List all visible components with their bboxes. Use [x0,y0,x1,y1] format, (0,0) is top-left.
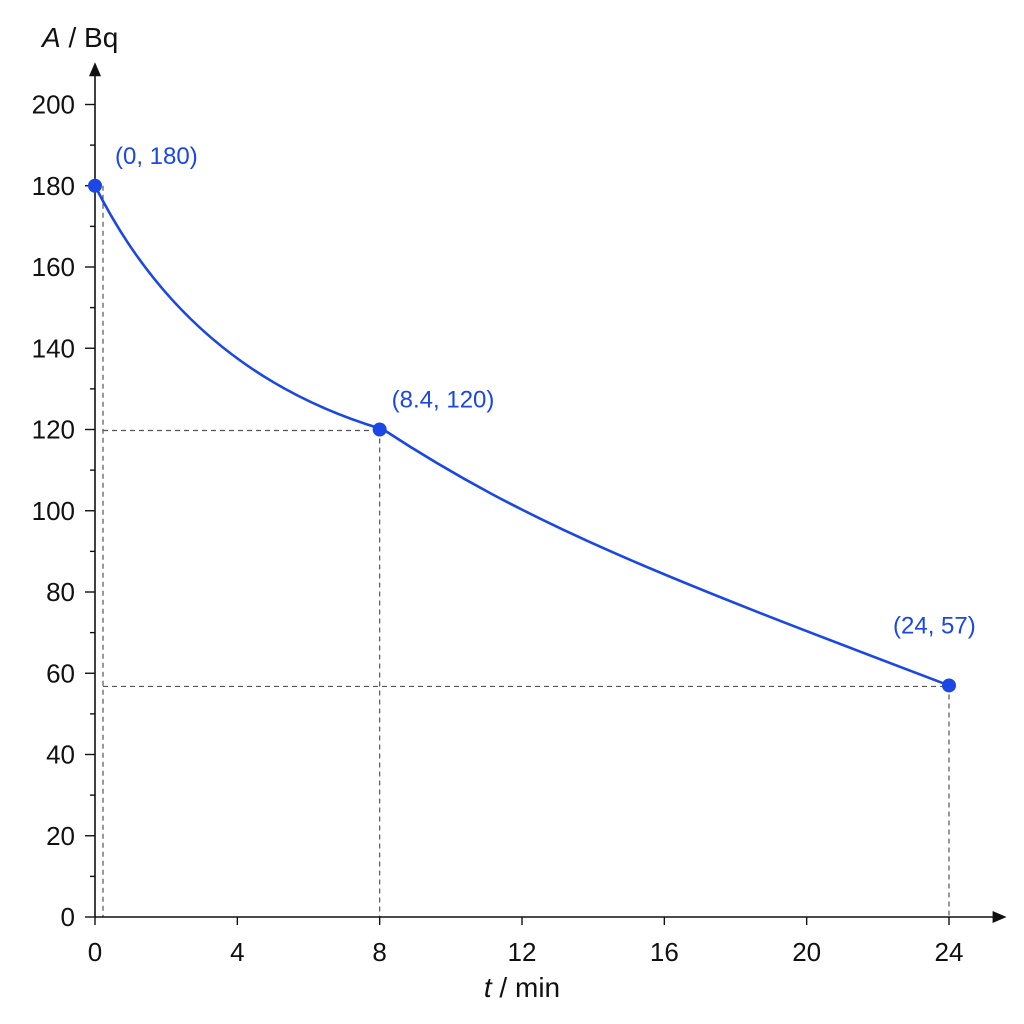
y-axis-variable: A [40,22,61,53]
data-point [372,422,387,437]
y-tick-label: 120 [32,415,75,445]
data-point [942,678,956,693]
tick-marks [85,103,950,925]
y-tick-label: 0 [61,902,75,932]
point-label: (0, 180) [115,143,198,170]
y-tick-label: 40 [46,740,75,770]
x-tick-label: 12 [508,937,537,967]
y-tick-label: 60 [46,658,75,688]
y-tick-label: 140 [32,333,75,363]
x-tick-label: 20 [792,937,821,967]
data-point [88,178,102,193]
series: (0, 180) (8.4, 120) (24, 57) [88,143,976,693]
x-axis-arrow-icon [992,911,1007,923]
y-tick-label: 160 [32,252,75,282]
y-axis-unit: / Bq [61,22,119,53]
x-axis-label: t / min [484,972,560,1003]
x-axis-unit: / min [492,972,560,1003]
point-label: (24, 57) [893,612,976,639]
y-tick-label: 100 [32,496,75,526]
x-tick-label: 8 [372,937,386,967]
y-tick-label: 20 [46,821,75,851]
y-tick-label: 200 [32,90,75,120]
dashed-guide-lines [102,185,950,917]
decay-curve [93,185,950,687]
y-tick-label: 80 [46,577,75,607]
tick-labels: 0 4 8 12 16 20 24 0 20 40 60 80 100 120 140 160 180 200 [32,90,964,968]
x-tick-label: 24 [935,937,964,967]
y-axis-arrow-icon [89,62,101,77]
x-tick-label: 0 [88,937,102,967]
axes [89,62,1007,923]
x-tick-label: 16 [650,937,679,967]
y-axis-label: A / Bq [40,22,118,53]
x-tick-label: 4 [230,937,244,967]
point-label: (8.4, 120) [392,387,495,414]
y-tick-label: 180 [32,171,75,201]
x-axis-variable: t [484,972,493,1003]
